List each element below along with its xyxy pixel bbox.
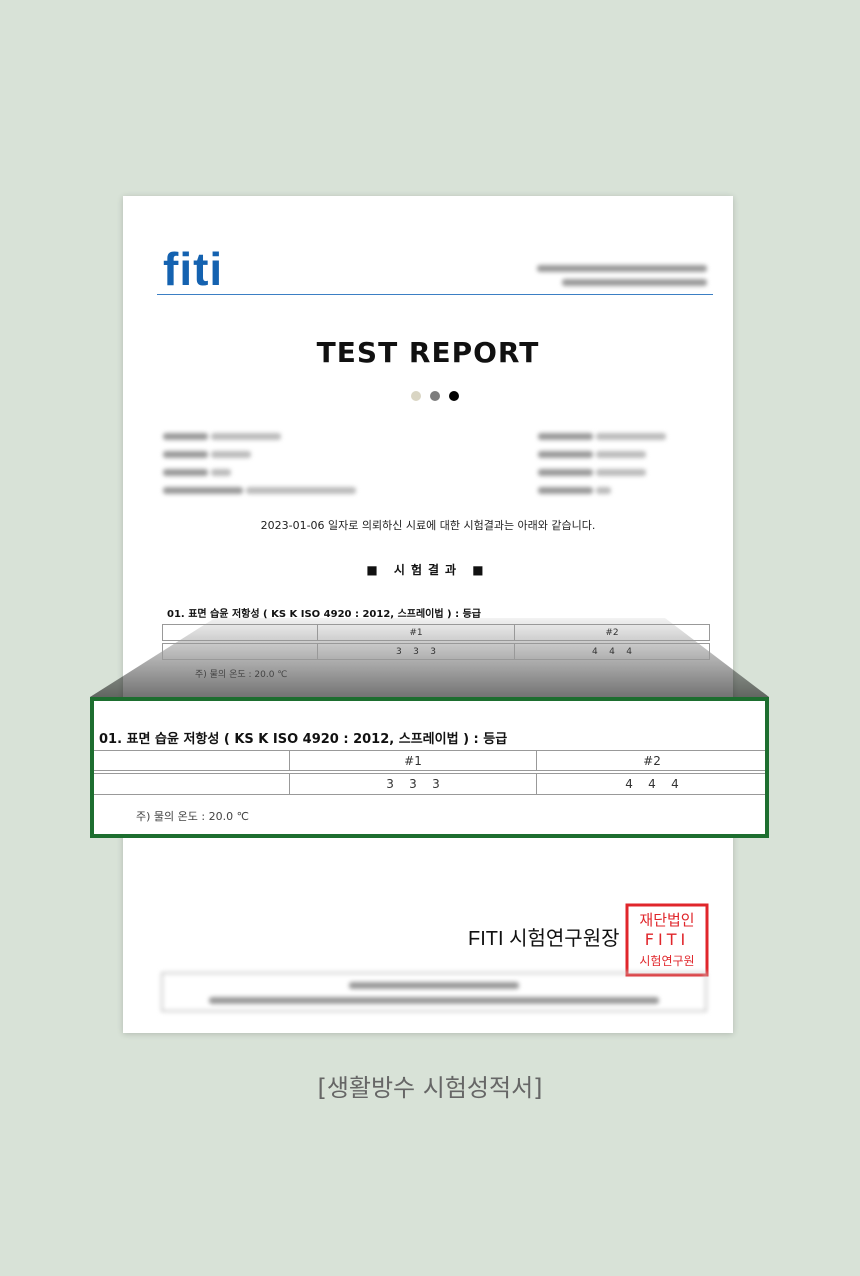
fiti-logo: fiti: [163, 243, 224, 295]
intro-sentence: 2023-01-06 일자로 의뢰하신 시료에 대한 시험결과는 아래와 같습니…: [260, 519, 596, 532]
dot: [411, 391, 421, 401]
table-cell: 4 4 4: [514, 643, 710, 660]
table-cell: 4 4 4: [536, 773, 765, 795]
header-cell: #2: [514, 624, 710, 641]
svg-text:FITI: FITI: [645, 930, 689, 949]
blurred-verification-box: [161, 972, 707, 1012]
svg-text:시험연구원: 시험연구원: [639, 954, 694, 968]
header-cell: [94, 750, 290, 771]
table-row: 3 3 3 4 4 4: [94, 773, 765, 795]
blurred-address: [537, 262, 707, 290]
table-header-row: #1 #2: [94, 750, 765, 771]
table-cell: [162, 643, 318, 660]
document-paper-background: [123, 196, 733, 1033]
header-cell: [162, 624, 318, 641]
header-cell: #1: [317, 624, 515, 641]
header-divider: [157, 294, 713, 295]
table-cell: [94, 773, 290, 795]
blurred-client-info: [163, 428, 357, 500]
official-stamp: 재단법인 FITI 시험연구원: [625, 903, 709, 977]
blurred-report-info: [538, 428, 667, 500]
table-cell: 3 3 3: [317, 643, 515, 660]
image-caption: [생활방수 시험성적서]: [317, 1074, 543, 1102]
zoom-highlight-panel: 01. 표면 습윤 저항성 ( KS K ISO 4920 : 2012, 스프…: [90, 697, 769, 838]
zoom-test-heading: 01. 표면 습윤 저항성 ( KS K ISO 4920 : 2012, 스프…: [99, 732, 508, 747]
zoom-results-table: #1 #2 3 3 3 4 4 4: [94, 750, 765, 795]
results-table: #1 #2 3 3 3 4 4 4: [162, 624, 710, 660]
test-report-document: fiti TEST REPORT 2023-01-06 일자로 의뢰하신 시료에…: [123, 196, 733, 1033]
signature: FITI 시험연구원장: [468, 928, 620, 950]
table-row: 3 3 3 4 4 4: [162, 643, 710, 660]
page-title: TEST REPORT: [316, 336, 540, 369]
title-dots: [411, 391, 459, 401]
dot: [430, 391, 440, 401]
test-note: 주) 물의 온도 : 20.0 ℃: [195, 670, 288, 680]
dot: [449, 391, 459, 401]
table-header-row: #1 #2: [162, 624, 710, 641]
table-cell: 3 3 3: [289, 773, 537, 795]
header-cell: #2: [536, 750, 765, 771]
svg-text:재단법인: 재단법인: [639, 911, 694, 929]
zoom-test-note: 주) 물의 온도 : 20.0 ℃: [136, 810, 249, 823]
test-heading: 01. 표면 습윤 저항성 ( KS K ISO 4920 : 2012, 스프…: [167, 609, 481, 620]
header-cell: #1: [289, 750, 537, 771]
section-heading: ■ 시험결과 ■: [366, 563, 490, 577]
